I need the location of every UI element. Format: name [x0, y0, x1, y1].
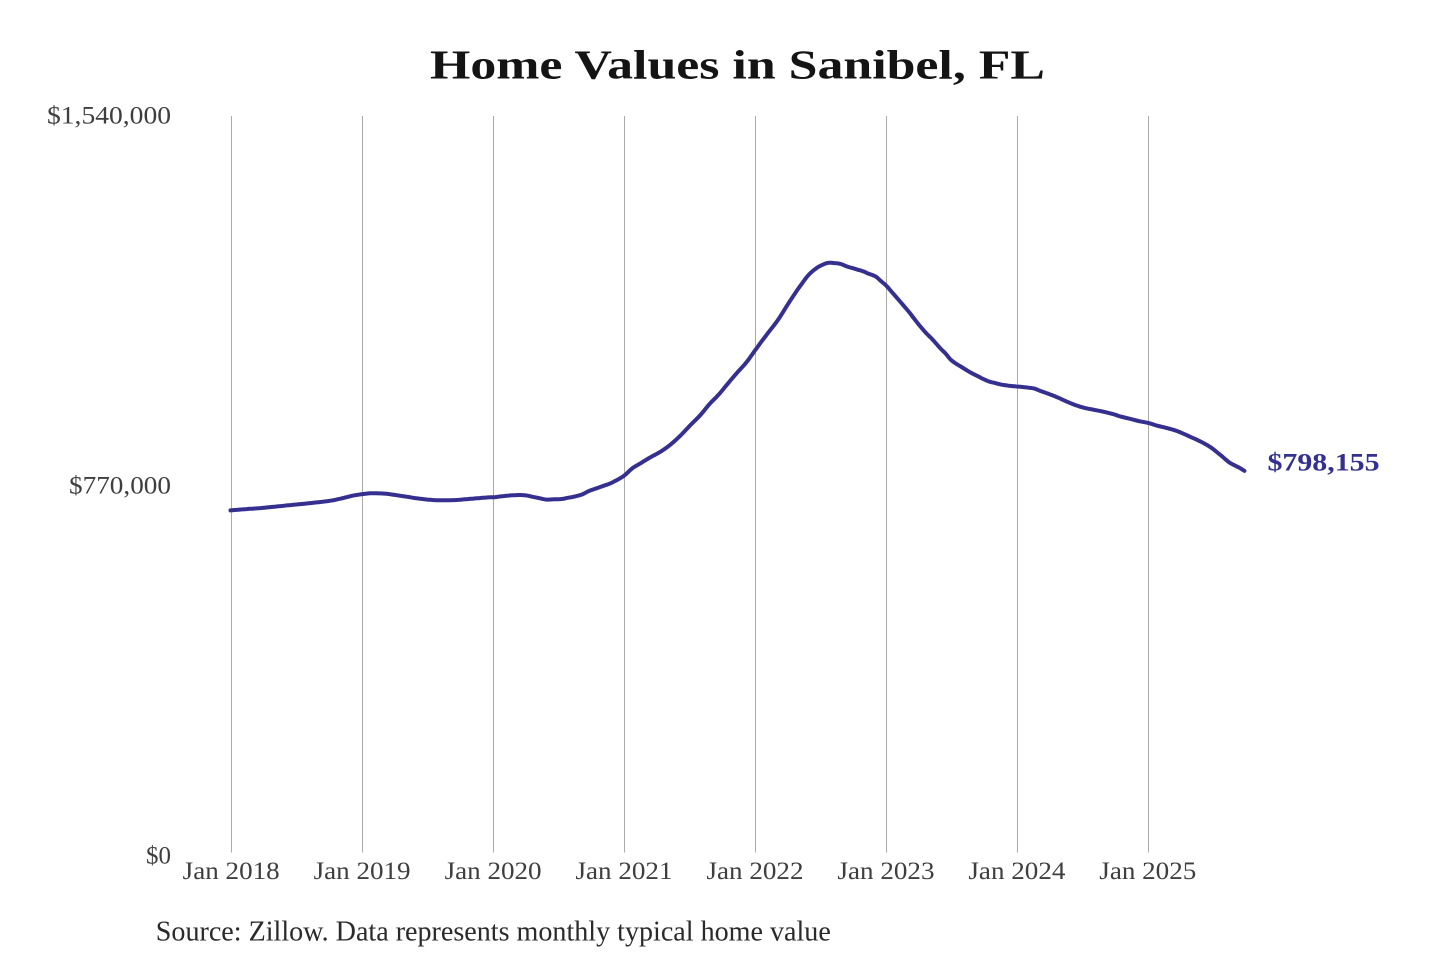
svg-text:Jan 2020: Jan 2020 — [445, 858, 542, 885]
svg-text:Jan 2022: Jan 2022 — [707, 858, 804, 885]
svg-text:Jan 2025: Jan 2025 — [1099, 858, 1196, 885]
svg-text:$1,540,000: $1,540,000 — [47, 103, 171, 130]
svg-text:Jan 2021: Jan 2021 — [576, 858, 673, 885]
svg-text:Source: Zillow. Data represent: Source: Zillow. Data represents monthly … — [156, 917, 831, 948]
svg-text:Jan 2024: Jan 2024 — [968, 858, 1066, 885]
svg-text:Home Values in Sanibel, FL: Home Values in Sanibel, FL — [430, 42, 1045, 88]
svg-text:$770,000: $770,000 — [69, 473, 171, 500]
svg-text:$798,155: $798,155 — [1268, 450, 1380, 477]
svg-text:Jan 2023: Jan 2023 — [838, 858, 935, 885]
svg-text:$0: $0 — [146, 843, 171, 870]
svg-text:Jan 2018: Jan 2018 — [183, 858, 280, 885]
svg-text:Jan 2019: Jan 2019 — [314, 858, 411, 885]
